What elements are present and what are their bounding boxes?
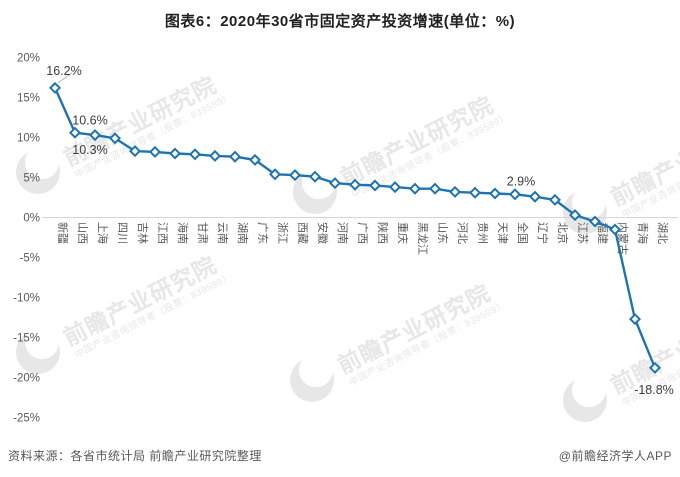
data-point-marker — [128, 145, 142, 158]
x-axis-label: 广西 — [356, 222, 369, 244]
data-point-marker — [248, 153, 262, 166]
qianzhan-logo-cutout — [571, 185, 606, 220]
qianzhan-logo-cutout — [571, 373, 606, 408]
data-point-marker — [208, 149, 222, 162]
data-point-marker — [168, 147, 182, 160]
x-axis-label: 海南 — [176, 222, 190, 244]
data-point-marker — [508, 188, 522, 201]
x-axis-label: 福建 — [596, 222, 610, 244]
watermark-text: 前瞻产业研究院 — [336, 91, 497, 190]
data-point-marker — [188, 148, 202, 161]
watermark-text: 前瞻产业研究院 — [59, 251, 220, 350]
y-axis-tick-label: -15% — [13, 333, 40, 345]
data-point-marker — [468, 186, 482, 199]
data-point-marker — [568, 209, 582, 222]
data-point-marker — [228, 150, 242, 163]
data-point-marker — [648, 361, 662, 374]
data-point-marker — [68, 126, 82, 139]
data-point-marker — [488, 187, 502, 200]
x-axis-label: 北京 — [556, 222, 570, 244]
data-point-marker — [608, 223, 622, 236]
data-point-marker — [408, 182, 422, 195]
data-point-label: 10.3% — [72, 143, 107, 157]
data-point-marker — [308, 170, 322, 183]
y-axis-tick-label: -5% — [20, 253, 40, 265]
y-axis-tick-label: -20% — [13, 373, 40, 385]
x-axis-label: 天津 — [496, 222, 509, 244]
x-axis-label: 黑龙江 — [416, 222, 429, 255]
x-axis-label: 新疆 — [56, 222, 70, 244]
data-point-marker — [368, 179, 382, 192]
x-axis-label: 四川 — [116, 222, 128, 244]
data-point-marker — [88, 129, 102, 142]
x-axis-label: 湖南 — [236, 222, 249, 244]
data-point-marker — [588, 215, 602, 228]
data-point-marker — [428, 182, 442, 195]
data-point-marker — [288, 169, 302, 182]
y-axis-tick-label: 0% — [23, 213, 40, 225]
data-point-marker — [388, 181, 402, 194]
x-axis-label: 重庆 — [396, 222, 410, 244]
x-axis-label: 上海 — [96, 222, 110, 244]
x-axis-label: 安徽 — [316, 222, 330, 244]
x-axis-label: 浙江 — [276, 222, 289, 244]
y-axis-tick-label: 10% — [17, 133, 40, 145]
qianzhan-logo-cutout — [301, 165, 336, 200]
x-axis-label: 云南 — [216, 222, 229, 244]
x-axis-label: 江苏 — [576, 222, 589, 244]
data-point-label: -18.8% — [634, 383, 674, 397]
x-axis-label: 湖北 — [656, 222, 669, 244]
data-point-marker — [448, 185, 462, 198]
x-axis-label: 甘肃 — [196, 222, 209, 244]
qianzhan-logo-cutout — [24, 145, 59, 180]
chart-title: 图表6：2020年30省市固定资产投资增速(单位：%) — [164, 13, 516, 30]
x-axis-label: 贵州 — [476, 222, 489, 244]
x-axis-label: 青海 — [636, 222, 650, 244]
y-axis-tick-label: 20% — [17, 53, 40, 65]
data-point-marker — [548, 193, 562, 206]
y-axis-tick-label: 15% — [17, 93, 40, 105]
label-leader-line — [57, 72, 73, 84]
x-axis-label: 西藏 — [296, 222, 309, 244]
data-point-marker — [528, 190, 542, 203]
y-axis-tick-label: 5% — [23, 173, 40, 185]
x-axis-label: 广东 — [256, 222, 269, 244]
x-axis-label: 吉林 — [136, 222, 150, 244]
y-axis-tick-label: -10% — [13, 293, 40, 305]
x-axis-label: 山西 — [76, 222, 89, 244]
data-point-marker — [328, 177, 342, 190]
data-point-marker — [148, 145, 162, 158]
qianzhan-logo-cutout — [298, 353, 333, 388]
data-point-label: 2.9% — [507, 174, 536, 188]
data-point-marker — [348, 178, 362, 191]
x-axis-label: 山东 — [436, 222, 449, 244]
data-point-marker — [48, 81, 62, 94]
x-axis-label: 河北 — [456, 222, 469, 244]
x-axis-label: 全国 — [516, 222, 530, 244]
data-point-marker — [628, 313, 642, 326]
qianzhan-logo-cutout — [24, 325, 59, 360]
data-point-marker — [268, 168, 282, 181]
x-axis-label: 陕西 — [376, 222, 390, 244]
y-axis-tick-label: -25% — [13, 413, 40, 425]
x-axis-label: 辽宁 — [536, 222, 550, 244]
x-axis-label: 江西 — [156, 222, 169, 244]
source-note: 资料来源：各省市统计局 前瞻产业研究院整理 — [8, 449, 262, 463]
data-point-label: 10.6% — [72, 114, 107, 128]
watermark-text: 前瞻产业研究院 — [333, 279, 494, 378]
credit-note: @前瞻经济学人APP — [558, 449, 672, 463]
data-point-marker — [108, 132, 122, 145]
x-axis-label: 河南 — [336, 222, 349, 244]
data-point-label: 16.2% — [46, 64, 81, 78]
